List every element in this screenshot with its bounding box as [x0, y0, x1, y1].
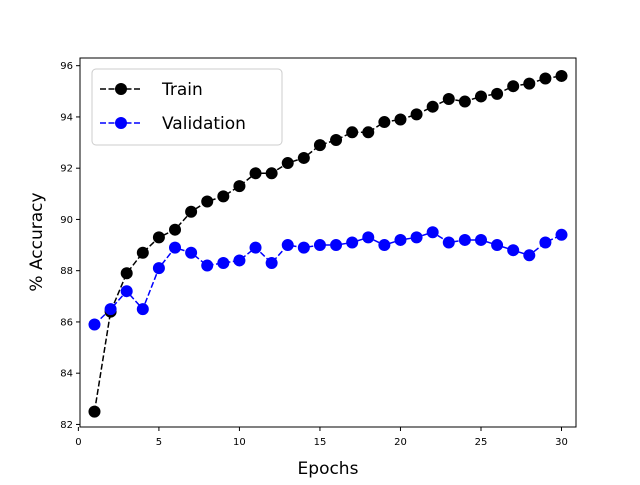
train-point — [120, 267, 133, 280]
train-point — [136, 246, 149, 259]
x-axis-title: Epochs — [298, 459, 359, 479]
train-point — [523, 77, 536, 90]
validation-point — [330, 239, 343, 252]
train-point — [265, 167, 278, 180]
train-point — [394, 113, 407, 126]
validation-point — [507, 244, 520, 257]
x-tick-label: 20 — [394, 437, 407, 448]
y-axis: 82 84 86 88 90 92 94 96 — [60, 61, 80, 431]
train-point — [249, 167, 262, 180]
validation-point — [378, 239, 391, 252]
validation-point — [539, 236, 552, 249]
validation-point — [136, 303, 149, 316]
validation-point — [104, 303, 117, 316]
validation-point — [458, 233, 471, 246]
train-point — [346, 126, 359, 139]
train-point — [88, 405, 101, 418]
y-tick-label: 94 — [60, 112, 73, 123]
validation-point — [265, 257, 278, 269]
legend-box — [91, 68, 283, 146]
validation-point — [394, 233, 407, 246]
y-tick-label: 82 — [60, 420, 73, 431]
train-point — [281, 157, 294, 170]
train-point — [362, 126, 375, 139]
x-tick-label: 5 — [156, 437, 162, 448]
train-point — [313, 139, 326, 152]
train-point — [378, 116, 391, 129]
validation-point — [555, 228, 568, 241]
y-tick-label: 96 — [60, 61, 73, 72]
legend-entry-train: Train — [100, 80, 203, 100]
validation-point — [297, 241, 310, 254]
train-point — [507, 80, 520, 93]
y-tick-label: 92 — [60, 164, 73, 175]
x-tick-label: 25 — [475, 437, 488, 448]
validation-point — [88, 318, 101, 331]
validation-series — [88, 226, 568, 331]
train-point — [426, 100, 439, 113]
validation-point — [201, 259, 214, 272]
train-point — [152, 231, 165, 244]
train-point — [217, 190, 230, 203]
legend-label-validation: Validation — [162, 114, 246, 134]
validation-point — [217, 257, 230, 269]
validation-point — [426, 226, 439, 239]
plot-layer: 0 5 10 15 20 25 30 82 84 86 88 90 92 94 96 Train Validat… — [60, 57, 577, 448]
x-tick-label: 15 — [314, 437, 327, 448]
train-point — [555, 69, 568, 82]
validation-point — [346, 236, 359, 249]
validation-point — [233, 254, 246, 267]
legend-marker-train — [115, 83, 127, 95]
validation-point — [442, 236, 455, 249]
train-point — [233, 180, 246, 193]
validation-point — [313, 239, 326, 252]
train-point — [474, 90, 487, 103]
x-tick-label: 10 — [233, 437, 246, 448]
train-point — [201, 195, 214, 208]
train-point — [410, 108, 423, 121]
x-tick-label: 30 — [555, 437, 568, 448]
validation-point — [523, 249, 536, 262]
validation-point — [362, 231, 375, 244]
legend-marker-validation — [115, 117, 127, 129]
validation-point — [120, 285, 133, 298]
train-point — [442, 93, 455, 105]
validation-point — [491, 239, 504, 252]
train-point — [330, 134, 343, 146]
plot-frame — [79, 57, 577, 428]
validation-point — [410, 231, 423, 244]
validation-point — [281, 239, 294, 252]
train-point — [169, 223, 182, 236]
validation-point — [249, 241, 262, 254]
x-tick-label: 0 — [75, 437, 81, 448]
y-tick-label: 88 — [60, 266, 73, 277]
x-axis: 0 5 10 15 20 25 30 — [75, 427, 568, 448]
train-point — [185, 205, 198, 218]
train-point — [539, 72, 552, 85]
validation-point — [152, 262, 165, 275]
legend: Train Validation — [91, 68, 283, 146]
validation-point — [185, 246, 198, 259]
y-tick-label: 86 — [60, 317, 73, 328]
y-tick-label: 90 — [60, 215, 73, 226]
y-tick-label: 84 — [60, 369, 73, 380]
train-point — [458, 95, 471, 108]
validation-point — [474, 233, 487, 246]
legend-entry-validation: Validation — [100, 114, 246, 134]
train-point — [491, 87, 504, 100]
y-axis-title: % Accuracy — [27, 192, 47, 291]
legend-label-train: Train — [161, 80, 203, 100]
validation-point — [169, 241, 182, 254]
train-point — [297, 151, 310, 164]
train-series — [88, 69, 568, 418]
